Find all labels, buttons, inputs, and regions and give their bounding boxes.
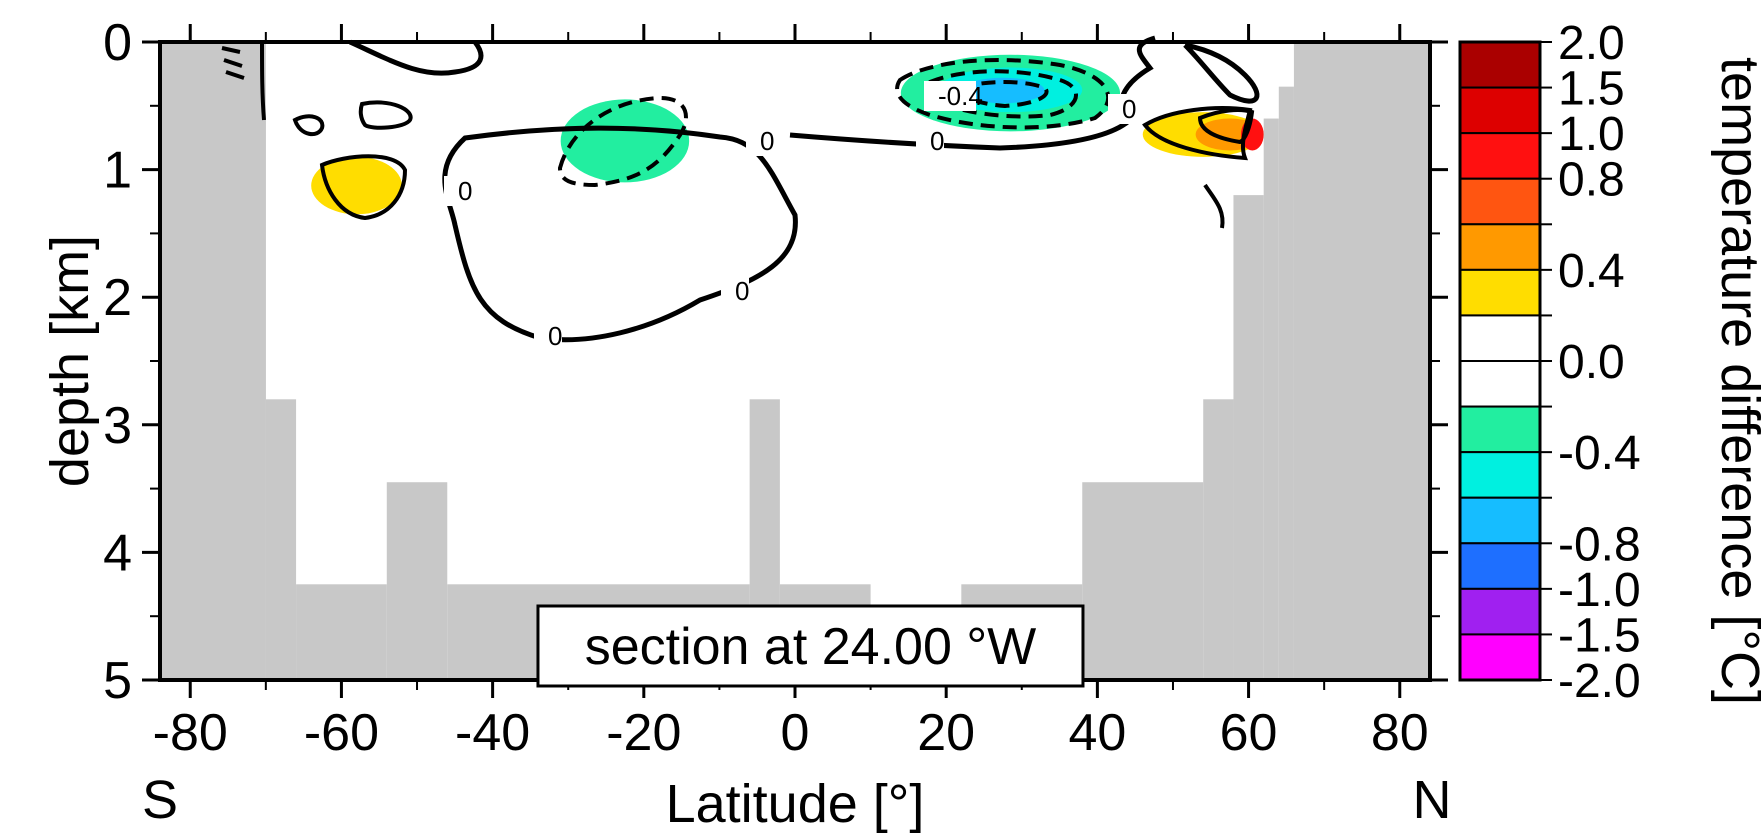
y-tick-label-4: 4	[103, 524, 132, 582]
contour-fragment-north	[1203, 183, 1225, 229]
colorbar-label-2: 1.0	[1558, 108, 1625, 161]
colorbar-label-6: -0.4	[1558, 427, 1641, 480]
contour-labels: 0 0 0 0 0 0 -0.4	[444, 81, 1136, 351]
contour-label-bg-2	[916, 126, 944, 156]
land-antarctic-edge	[160, 42, 206, 680]
anomaly-patch-1	[560, 99, 690, 183]
contour-label-bg-6	[924, 81, 976, 111]
contour-lines	[221, 35, 1260, 343]
colorbar-bin-13	[1459, 633, 1541, 682]
x-tick-label-2: -40	[455, 704, 530, 762]
colorbar-bin-4	[1459, 223, 1541, 271]
zero-contour-small-loop-1	[292, 114, 325, 137]
x-tick-label-6: 40	[1068, 704, 1126, 762]
colorbar-bin-3	[1459, 177, 1541, 226]
contour-label-1: 0	[760, 126, 774, 156]
contour-label-6: -0.4	[938, 81, 983, 111]
colorbar-label-10: -2.0	[1558, 655, 1641, 708]
negative-contour-subtropical	[557, 95, 688, 188]
colorbar-label-3: 0.8	[1558, 154, 1625, 207]
land-block-9	[1082, 482, 1204, 680]
colorbar-bin-6	[1459, 314, 1541, 362]
contour-label-bg-0	[444, 176, 472, 206]
y-tick-label-2: 2	[103, 269, 132, 327]
colorbar-label-7: -0.8	[1558, 518, 1641, 571]
y-tick-label-5: 5	[103, 652, 132, 710]
land-antarctic-shelf	[235, 118, 266, 680]
colorbar-bin-1	[1459, 86, 1541, 135]
contour-label-2: 0	[930, 126, 944, 156]
land-block-10	[1203, 399, 1234, 680]
section-label-box	[536, 604, 1085, 688]
colorbar-label-8: -1.0	[1558, 564, 1641, 617]
negative-contour-north-outer	[895, 58, 1111, 130]
x-edge-label-south: S	[142, 770, 178, 830]
colorbar-bin-2	[1459, 132, 1541, 180]
land-block-1	[265, 399, 297, 680]
x-tick-label-1: -60	[304, 704, 379, 762]
x-tick-label-8: 80	[1371, 704, 1429, 762]
land-block-3	[386, 482, 448, 680]
contour-fragment-south-2	[260, 41, 266, 121]
x-edge-label-north: N	[1413, 770, 1452, 830]
zero-contour-upper-left	[348, 39, 484, 76]
zero-contour-main	[789, 35, 1156, 151]
colorbar-label-1: 1.5	[1558, 63, 1625, 116]
land-block-13	[1278, 86, 1294, 680]
y-tick-label-3: 3	[103, 397, 132, 455]
colorbar-label-4: 0.4	[1558, 245, 1625, 298]
y-tick-label-1: 1	[103, 142, 132, 200]
colorbar-bin-11	[1459, 542, 1541, 590]
y-tick-label-0: 0	[103, 14, 132, 72]
colorbar-label-5: 0.0	[1558, 336, 1625, 389]
colorbar-label-0: 2.0	[1558, 17, 1625, 70]
colorbar-bin-12	[1459, 587, 1541, 636]
colorbar-bin-8	[1459, 405, 1541, 454]
zero-contour-small-loop-2	[358, 100, 413, 130]
colorbar-label-9: -1.5	[1558, 609, 1641, 662]
contour-fragment-south	[221, 46, 245, 80]
colorbar-bin-0	[1459, 41, 1541, 89]
x-tick-label-7: 60	[1220, 704, 1278, 762]
contour-label-bg-5	[1108, 94, 1136, 124]
contour-label-4: 0	[735, 276, 749, 306]
positive-contour-south	[319, 154, 408, 221]
land-block-14	[1293, 42, 1430, 680]
colorbar-bin-10	[1459, 496, 1541, 545]
contour-label-0: 0	[458, 176, 472, 206]
contour-label-5: 0	[1122, 94, 1136, 124]
section-label: section at 24.00 °W	[585, 618, 1036, 676]
x-tick-label-4: 0	[781, 704, 810, 762]
x-tick-label-5: 20	[917, 704, 975, 762]
colorbar-bin-7	[1459, 360, 1541, 408]
colorbar: 2.01.51.00.8 0.4 0.0 -0.4 -0.8-1.0-1.5-2.0 te…	[1458, 17, 1762, 708]
land-block-2	[296, 584, 387, 680]
colorbar-title: temperature difference [°C]	[1710, 57, 1762, 705]
zero-contour-top-right	[1183, 42, 1260, 104]
contour-label-bg-3	[534, 321, 562, 351]
colorbar-bin-9	[1459, 451, 1541, 499]
land-block-11	[1233, 195, 1264, 680]
x-tick-label-3: -20	[606, 704, 681, 762]
land-block-12	[1263, 118, 1279, 680]
y-axis-title: depth [km]	[40, 235, 100, 487]
colorbar-bin-5	[1459, 268, 1541, 317]
axes-frame: -80 -60 -40 -20 0 20 40 60 80 0 1 2 3 4 5 section at 24…	[103, 14, 1448, 762]
contour-label-bg-4	[721, 276, 749, 306]
contour-label-bg-1	[746, 126, 774, 156]
x-tick-label-0: -80	[153, 704, 228, 762]
positive-contour-north-inner	[1197, 108, 1255, 145]
contour-label-3: 0	[548, 321, 562, 351]
x-axis-title: Latitude [°]	[666, 774, 925, 834]
